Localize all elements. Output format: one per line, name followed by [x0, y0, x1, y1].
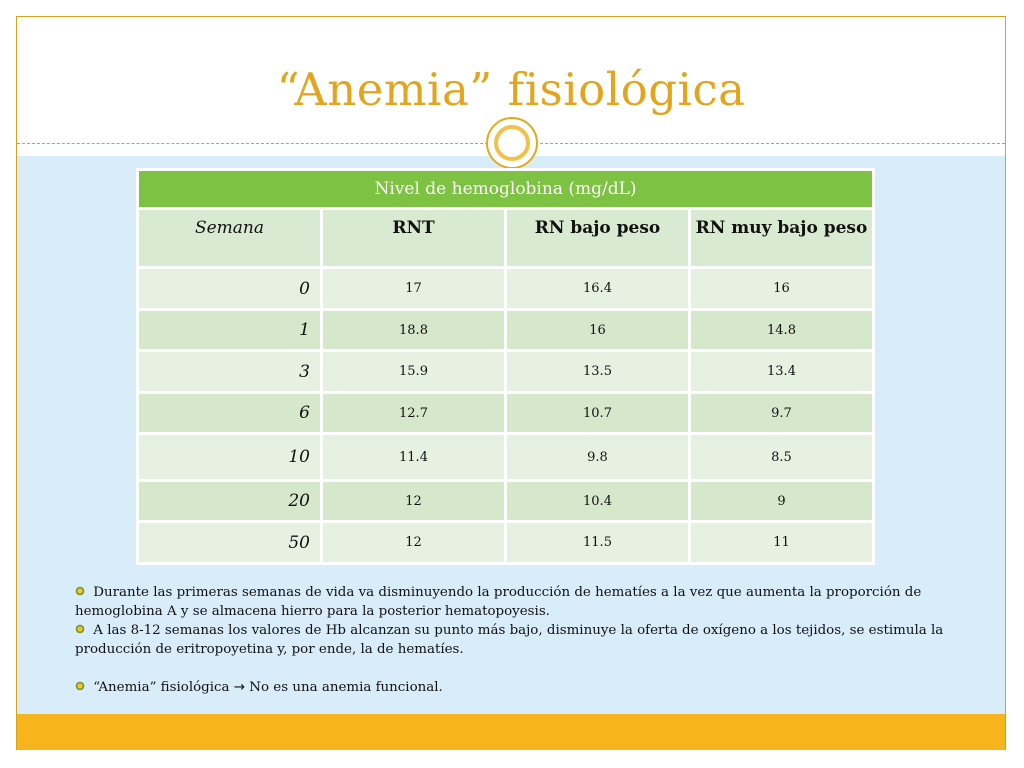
cell-rnt: 12.7 [320, 391, 507, 435]
arrow-right-icon: → [233, 680, 245, 695]
cell-rn-bajo-peso: 13.5 [504, 349, 691, 394]
slide-title: “Anemia” fisiológica [276, 63, 746, 116]
conclusion-left: “Anemia” fisiológica [93, 680, 230, 695]
cell-semana: 50 [136, 520, 323, 565]
flower-bullet-icon [75, 681, 85, 691]
flower-bullet-icon [75, 624, 85, 634]
cell-rnt: 18.8 [320, 308, 507, 352]
title-divider-right [540, 143, 1005, 144]
cell-rn-bajo-peso: 9.8 [504, 432, 691, 482]
notes-block: Durante las primeras semanas de vida va … [75, 583, 975, 697]
cell-semana: 0 [136, 266, 323, 311]
flower-bullet-icon [75, 586, 85, 596]
column-header-semana: Semana [136, 207, 323, 269]
table-row: 50 12 11.5 11 [136, 520, 875, 565]
cell-rn-muy-bajo-peso: 9 [688, 479, 875, 523]
conclusion-right: No es una anemia funcional. [249, 680, 443, 695]
hemoglobin-table: Nivel de hemoglobina (mg/dL) Semana RNT … [136, 168, 875, 565]
footer-bar [17, 714, 1005, 750]
cell-semana: 6 [136, 391, 323, 435]
cell-semana: 1 [136, 308, 323, 352]
cell-rnt: 17 [320, 266, 507, 311]
cell-rn-bajo-peso: 16.4 [504, 266, 691, 311]
cell-rn-muy-bajo-peso: 11 [688, 520, 875, 565]
circle-ornament-inner [494, 125, 530, 161]
column-header-rn-muy-bajo-peso: RN muy bajo peso [688, 207, 875, 269]
cell-semana: 10 [136, 432, 323, 482]
cell-rn-muy-bajo-peso: 13.4 [688, 349, 875, 394]
table-row: 20 12 10.4 9 [136, 479, 875, 523]
table-row: 1 18.8 16 14.8 [136, 308, 875, 352]
table-row: 10 11.4 9.8 8.5 [136, 432, 875, 482]
cell-rn-bajo-peso: 10.7 [504, 391, 691, 435]
note-conclusion: “Anemia” fisiológica → No es una anemia … [75, 678, 975, 697]
cell-rnt: 15.9 [320, 349, 507, 394]
cell-rn-muy-bajo-peso: 14.8 [688, 308, 875, 352]
note-text: Durante las primeras semanas de vida va … [75, 585, 922, 619]
cell-semana: 3 [136, 349, 323, 394]
cell-rn-bajo-peso: 11.5 [504, 520, 691, 565]
table-row: 3 15.9 13.5 13.4 [136, 349, 875, 394]
column-header-rnt: RNT [320, 207, 507, 269]
note-item: A las 8-12 semanas los valores de Hb alc… [75, 621, 975, 659]
column-header-rn-bajo-peso: RN bajo peso [504, 207, 691, 269]
table-row: 6 12.7 10.7 9.7 [136, 391, 875, 435]
cell-rnt: 12 [320, 479, 507, 523]
cell-rn-muy-bajo-peso: 16 [688, 266, 875, 311]
table-title: Nivel de hemoglobina (mg/dL) [136, 168, 875, 210]
cell-rn-bajo-peso: 16 [504, 308, 691, 352]
circle-ornament-icon [486, 117, 538, 169]
cell-rnt: 11.4 [320, 432, 507, 482]
cell-rn-muy-bajo-peso: 8.5 [688, 432, 875, 482]
note-item: Durante las primeras semanas de vida va … [75, 583, 975, 621]
cell-semana: 20 [136, 479, 323, 523]
cell-rn-bajo-peso: 10.4 [504, 479, 691, 523]
title-divider-left [17, 143, 488, 144]
table-row: 0 17 16.4 16 [136, 266, 875, 311]
cell-rn-muy-bajo-peso: 9.7 [688, 391, 875, 435]
note-text: A las 8-12 semanas los valores de Hb alc… [75, 623, 944, 657]
cell-rnt: 12 [320, 520, 507, 565]
